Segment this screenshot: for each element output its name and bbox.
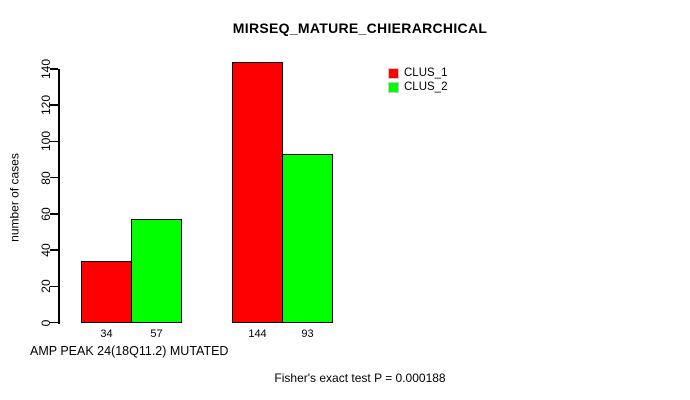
y-tick-mark <box>50 321 58 324</box>
y-axis-line <box>58 68 60 324</box>
y-tick-mark <box>50 249 58 251</box>
chart-title: MIRSEQ_MATURE_CHIERARCHICAL <box>232 20 488 36</box>
y-tick-mark <box>50 68 58 70</box>
x-axis-note: AMP PEAK 24(18Q11.2) MUTATED <box>30 344 229 358</box>
legend-label-clus_2: CLUS_2 <box>404 81 448 93</box>
fisher-test-note: Fisher's exact test P = 0.000188 <box>274 371 446 385</box>
y-tick-label: 100 <box>39 131 53 152</box>
bar-value-label: 57 <box>150 327 163 340</box>
bar-value-label: 93 <box>301 327 314 340</box>
y-tick-label: 80 <box>39 170 53 185</box>
y-axis-label: number of cases <box>7 153 21 242</box>
y-tick-label: 60 <box>39 207 53 221</box>
legend-swatch-clus_2 <box>388 81 399 93</box>
y-tick-label: 120 <box>39 94 53 116</box>
y-tick-label: 0 <box>39 319 53 326</box>
y-tick-label: 40 <box>39 243 53 257</box>
legend-label-clus_1: CLUS_1 <box>404 67 448 79</box>
bar-clus_2-group1 <box>131 219 182 323</box>
bar-clus_2-group2 <box>282 153 333 323</box>
legend-swatch-clus_1 <box>388 67 399 79</box>
y-tick-label: 20 <box>39 279 53 293</box>
y-tick-mark <box>50 104 58 106</box>
legend-item-clus_2: CLUS_2 <box>388 80 447 94</box>
legend-item-clus_1: CLUS_1 <box>388 66 447 80</box>
bar-value-label: 34 <box>100 327 113 340</box>
bar-clus_1-group2 <box>232 61 283 323</box>
y-tick-mark <box>50 213 58 215</box>
legend: CLUS_1 CLUS_2 <box>388 66 447 94</box>
y-tick-mark <box>50 176 58 179</box>
bar-value-label: 144 <box>248 327 267 340</box>
bar-clus_1-group1 <box>81 260 132 323</box>
y-tick-mark <box>50 285 58 287</box>
y-tick-mark <box>50 140 58 142</box>
y-tick-label: 140 <box>39 58 53 79</box>
